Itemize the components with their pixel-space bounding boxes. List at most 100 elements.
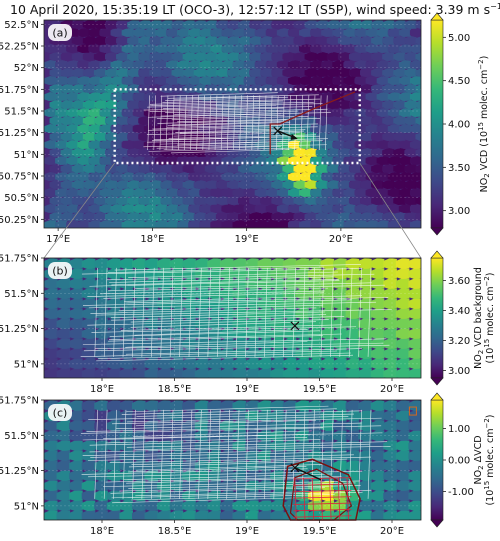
swath-line: [87, 319, 329, 326]
heatmap-cell: [371, 132, 384, 141]
heatmap-cell: [132, 204, 145, 213]
heatmap-cell: [82, 68, 95, 77]
heatmap-cell: [249, 164, 262, 173]
heatmap-cell: [56, 358, 71, 369]
heatmap-cell: [332, 204, 345, 213]
heatmap-cell: [188, 44, 201, 53]
heatmap-cell: [81, 368, 96, 378]
panel-c: (c) 18°E 18.5°E 19°E 19.5°E 20°E 51.75°N 51.5°N…: [0, 392, 496, 537]
colorbar-tick-label: 3.60: [448, 276, 470, 287]
swath-line: [81, 468, 308, 475]
heatmap-cell: [271, 180, 284, 189]
heatmap-cell: [408, 510, 421, 520]
swath-line: [90, 307, 317, 314]
heatmap-cell: [69, 510, 83, 520]
heatmap-cell: [221, 188, 234, 197]
heatmap-cell: [169, 430, 184, 441]
heatmap-cell: [254, 188, 267, 197]
heatmap-cell: [69, 348, 83, 359]
heatmap-cell: [270, 288, 284, 299]
heatmap-cell: [295, 410, 309, 421]
heatmap-cell: [106, 308, 121, 319]
heatmap-cell: [69, 440, 83, 451]
heatmap-cell: [348, 116, 362, 125]
heatmap-cell: [358, 400, 372, 411]
heatmap-cell: [315, 68, 328, 77]
swath-line: [188, 409, 193, 499]
heatmap-cell: [55, 76, 68, 85]
heatmap-cell: [149, 116, 162, 125]
heatmap-cell: [44, 278, 58, 289]
swath-line: [168, 134, 317, 139]
heatmap-cell: [354, 44, 367, 53]
heatmap-cell: [110, 76, 123, 85]
heatmap-cell: [188, 220, 201, 228]
heatmap-cell: [71, 180, 84, 189]
heatmap-cell: [210, 172, 223, 181]
heatmap-cell: [171, 68, 184, 77]
heatmap-cell: [282, 212, 295, 221]
heatmap-cell: [371, 20, 384, 29]
wind-arrowhead: [290, 133, 298, 140]
heatmap-cell: [99, 76, 112, 85]
heatmap-cell: [395, 288, 410, 299]
swath-line: [89, 280, 340, 287]
heatmap-cell: [194, 500, 209, 511]
heatmap-cell: [358, 308, 372, 319]
heatmap-cell: [249, 212, 262, 221]
heatmap-cell: [295, 510, 309, 520]
heatmap-cell: [149, 36, 162, 45]
heatmap-cell: [321, 28, 334, 37]
swath-line: [160, 140, 323, 145]
swath-line: [207, 267, 212, 357]
heatmap-cell: [315, 212, 328, 221]
heatmap-cell: [404, 52, 417, 61]
swath-line: [198, 409, 202, 499]
heatmap-cell: [232, 510, 247, 520]
heatmap-cell: [165, 172, 179, 181]
heatmap-cell: [387, 156, 400, 165]
heatmap-cell: [221, 44, 234, 53]
heatmap-cell: [370, 500, 385, 511]
heatmap-cell: [408, 288, 421, 299]
heatmap-cell: [77, 220, 90, 228]
heatmap-cell: [376, 60, 389, 69]
swath-line: [301, 267, 306, 357]
heatmap-cell: [243, 220, 256, 228]
heatmap-cell: [44, 348, 58, 359]
heatmap-cell: [182, 180, 195, 189]
heatmap-cell: [121, 60, 134, 69]
target-boundary-line: [269, 123, 280, 155]
heatmap-cell: [276, 172, 289, 181]
heatmap-cell: [104, 180, 118, 189]
colorbar-label-part: (10: [485, 348, 496, 364]
heatmap-cell: [376, 76, 389, 85]
heatmap-cell: [370, 288, 385, 299]
heatmap-cell: [348, 100, 362, 109]
heatmap-cell: [409, 76, 421, 85]
heatmap-cell: [44, 420, 58, 431]
heatmap-cell: [44, 358, 58, 369]
swath-line: [89, 439, 321, 446]
heatmap-cell: [232, 288, 247, 299]
heatmap-cell: [310, 28, 323, 37]
heatmap-cell: [143, 60, 156, 69]
colorbar-label-part: ): [479, 56, 490, 60]
heatmap-cell: [116, 100, 129, 109]
heatmap-cell: [404, 100, 417, 109]
heatmap-cell: [71, 36, 84, 45]
heatmap-cell: [88, 220, 101, 228]
heatmap-cell: [408, 450, 421, 461]
x-tick-label: 18.5°E: [158, 526, 192, 537]
heatmap-cell: [383, 258, 397, 269]
heatmap-cell: [249, 196, 262, 205]
heatmap-cell: [333, 500, 347, 511]
heatmap-cell: [320, 298, 335, 309]
colorbar-tick-label: -1.00: [448, 487, 474, 498]
heatmap-cell: [131, 500, 146, 511]
plume-grid-line: [346, 477, 349, 521]
heatmap-cell: [321, 220, 334, 228]
heatmap-cell: [304, 36, 317, 45]
heatmap-cell: [408, 298, 421, 309]
heatmap-cell: [171, 36, 184, 45]
